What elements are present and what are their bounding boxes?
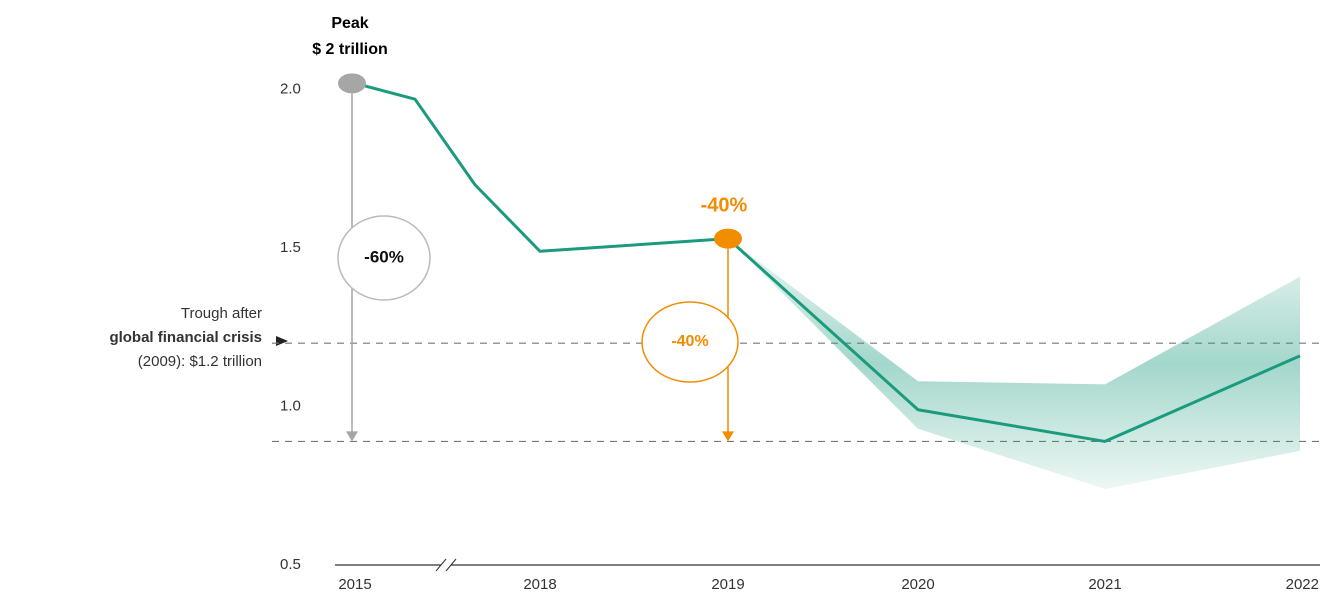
x-tick-label: 2022: [1286, 576, 1319, 593]
callout-label: -40%: [671, 333, 708, 350]
highlight-point: [714, 228, 742, 249]
x-tick-label: 2019: [711, 576, 744, 593]
trough-label: (2009): $1.2 trillion: [138, 353, 262, 370]
trough-label: global financial crisis: [109, 329, 262, 346]
highlight-label: -40%: [701, 194, 748, 216]
trough-label: Trough after: [181, 305, 262, 322]
y-tick-label: 1.0: [280, 398, 301, 415]
axis-break: [441, 559, 451, 571]
axis-break-mark: [435, 558, 447, 572]
y-tick-label: 1.5: [280, 239, 301, 256]
peak-value: $ 2 trillion: [312, 41, 388, 58]
arrowhead: [722, 431, 734, 442]
arrowhead: [346, 431, 358, 442]
callout-label: -60%: [364, 247, 404, 266]
x-tick-label: 2015: [338, 576, 371, 593]
uncertainty-band: [728, 238, 1300, 489]
x-tick-label: 2021: [1088, 576, 1121, 593]
x-tick-label: 2020: [901, 576, 934, 593]
peak-point: [338, 73, 366, 94]
axis-break-mark: [445, 558, 457, 572]
peak-title: Peak: [331, 15, 368, 32]
y-tick-label: 0.5: [280, 556, 301, 573]
y-tick-label: 2.0: [280, 81, 301, 98]
pointer: [276, 336, 288, 346]
x-tick-label: 2018: [523, 576, 556, 593]
callout-circle: [337, 215, 431, 301]
callout-circle: [641, 301, 739, 383]
line: [354, 81, 1301, 443]
